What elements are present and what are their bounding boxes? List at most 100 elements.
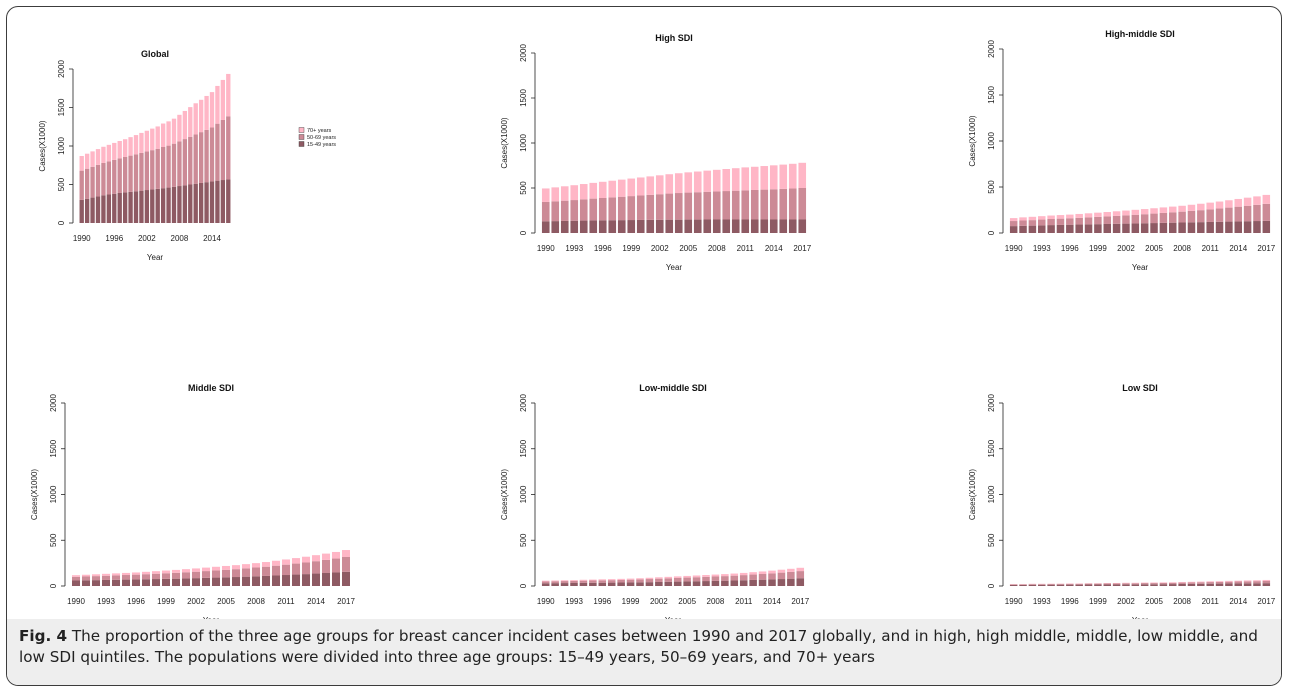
bar-15-49-years (122, 579, 130, 586)
bar-50-69-years (636, 195, 645, 220)
bar-70-years (722, 169, 731, 192)
bar-70-years (769, 165, 778, 190)
x-tick-label: 1996 (1061, 244, 1079, 253)
bar-50-69-years (589, 580, 597, 583)
x-axis-label: Year (665, 616, 682, 619)
caption-label: Fig. 4 (19, 627, 68, 645)
bar-70-years (1019, 217, 1027, 221)
bar-50-69-years (674, 193, 683, 220)
bar-15-49-years (222, 577, 230, 586)
bar-70-years (177, 114, 182, 142)
bar-70-years (1253, 580, 1261, 582)
bar-50-69-years (1206, 582, 1214, 584)
bar-70-years (1169, 206, 1177, 213)
bar-15-49-years (768, 579, 776, 586)
bar-50-69-years (282, 564, 290, 576)
y-tick-label: 500 (987, 180, 996, 194)
bar-50-69-years (1243, 581, 1252, 584)
bar-50-69-years (72, 576, 80, 581)
bar-50-69-years (1215, 208, 1224, 222)
bar-15-49-years (551, 583, 559, 586)
x-axis-label: Year (1132, 263, 1149, 272)
bar-70-years (777, 569, 786, 573)
x-tick-label: 1990 (1005, 597, 1023, 606)
bar-15-49-years (1197, 222, 1205, 233)
bar-50-69-years (1197, 582, 1205, 584)
bar-50-69-years (252, 567, 260, 577)
bar-50-69-years (711, 576, 720, 581)
bar-15-49-years (302, 574, 310, 586)
bar-70-years (72, 575, 80, 577)
chart-panel-0: Global 0 500 1000 1500 2000 Cases(X1000) 1990 19… (38, 49, 231, 262)
y-tick-label: 500 (57, 177, 66, 191)
bar-50-69-years (79, 170, 84, 200)
bar-15-49-years (684, 219, 693, 233)
bar-70-years (222, 565, 230, 570)
bar-50-69-years (226, 116, 231, 180)
bar-50-69-years (1056, 218, 1065, 225)
bar-15-49-years (607, 582, 616, 586)
bar-70-years (1066, 214, 1074, 219)
x-tick-label: 2005 (678, 597, 696, 606)
bar-50-69-years (730, 575, 739, 581)
bar-70-years (139, 132, 144, 153)
bar-15-49-years (769, 219, 778, 233)
x-tick-label: 1990 (73, 234, 91, 243)
bar-50-69-years (636, 579, 644, 583)
bar-70-years (1215, 581, 1224, 582)
bar-70-years (198, 99, 204, 133)
bar-70-years (101, 146, 106, 163)
bar-70-years (1140, 209, 1149, 215)
bar-70-years (664, 576, 673, 579)
bar-70-years (204, 95, 209, 130)
bar-50-69-years (84, 168, 90, 199)
bar-15-49-years (617, 582, 625, 586)
bar-70-years (1075, 213, 1083, 218)
bar-15-49-years (292, 574, 300, 586)
bar-70-years (796, 567, 805, 572)
bar-70-years (1215, 201, 1224, 209)
bar-15-49-years (1131, 584, 1140, 586)
bar-15-49-years (541, 583, 550, 586)
bar-15-49-years (560, 220, 569, 233)
legend-swatch (298, 141, 305, 147)
bar-70-years (645, 577, 654, 580)
bar-15-49-years (1187, 583, 1196, 586)
bar-15-49-years (192, 578, 200, 586)
bar-50-69-years (1038, 219, 1046, 226)
bar-70-years (1187, 581, 1196, 583)
bar-15-49-years (798, 219, 807, 233)
bar-15-49-years (128, 191, 133, 223)
x-tick-label: 2014 (765, 244, 783, 253)
bar-15-49-years (1178, 222, 1186, 233)
x-tick-label: 2002 (138, 234, 156, 243)
x-tick-label: 2011 (737, 244, 755, 253)
x-tick-label: 2017 (337, 597, 355, 606)
bar-50-69-years (693, 192, 702, 220)
bar-15-49-years (155, 188, 160, 223)
x-tick-label: 2005 (679, 244, 697, 253)
bar-15-49-years (1084, 224, 1093, 233)
bar-50-69-years (1159, 582, 1168, 585)
bar-50-69-years (1169, 582, 1177, 585)
figure-caption: Fig. 4 The proportion of the three age g… (7, 619, 1281, 685)
bar-50-69-years (579, 580, 588, 583)
bar-15-49-years (90, 197, 95, 223)
bar-50-69-years (1159, 212, 1168, 223)
bar-50-69-years (570, 200, 579, 221)
bar-70-years (730, 573, 739, 576)
bar-15-49-years (1262, 220, 1271, 233)
bar-15-49-years (1056, 584, 1065, 586)
legend-swatch (298, 134, 305, 140)
bar-70-years (1084, 213, 1093, 218)
bar-15-49-years (242, 576, 250, 586)
x-tick-label: 2008 (1173, 244, 1191, 253)
x-tick-label: 2011 (1202, 244, 1220, 253)
x-tick-label: 1993 (1033, 244, 1051, 253)
bar-50-69-years (655, 578, 663, 582)
x-tick-label: 2002 (187, 597, 205, 606)
bar-50-69-years (617, 579, 625, 583)
bar-70-years (332, 551, 340, 559)
bar-50-69-years (1243, 205, 1252, 222)
bar-15-49-years (760, 219, 769, 233)
